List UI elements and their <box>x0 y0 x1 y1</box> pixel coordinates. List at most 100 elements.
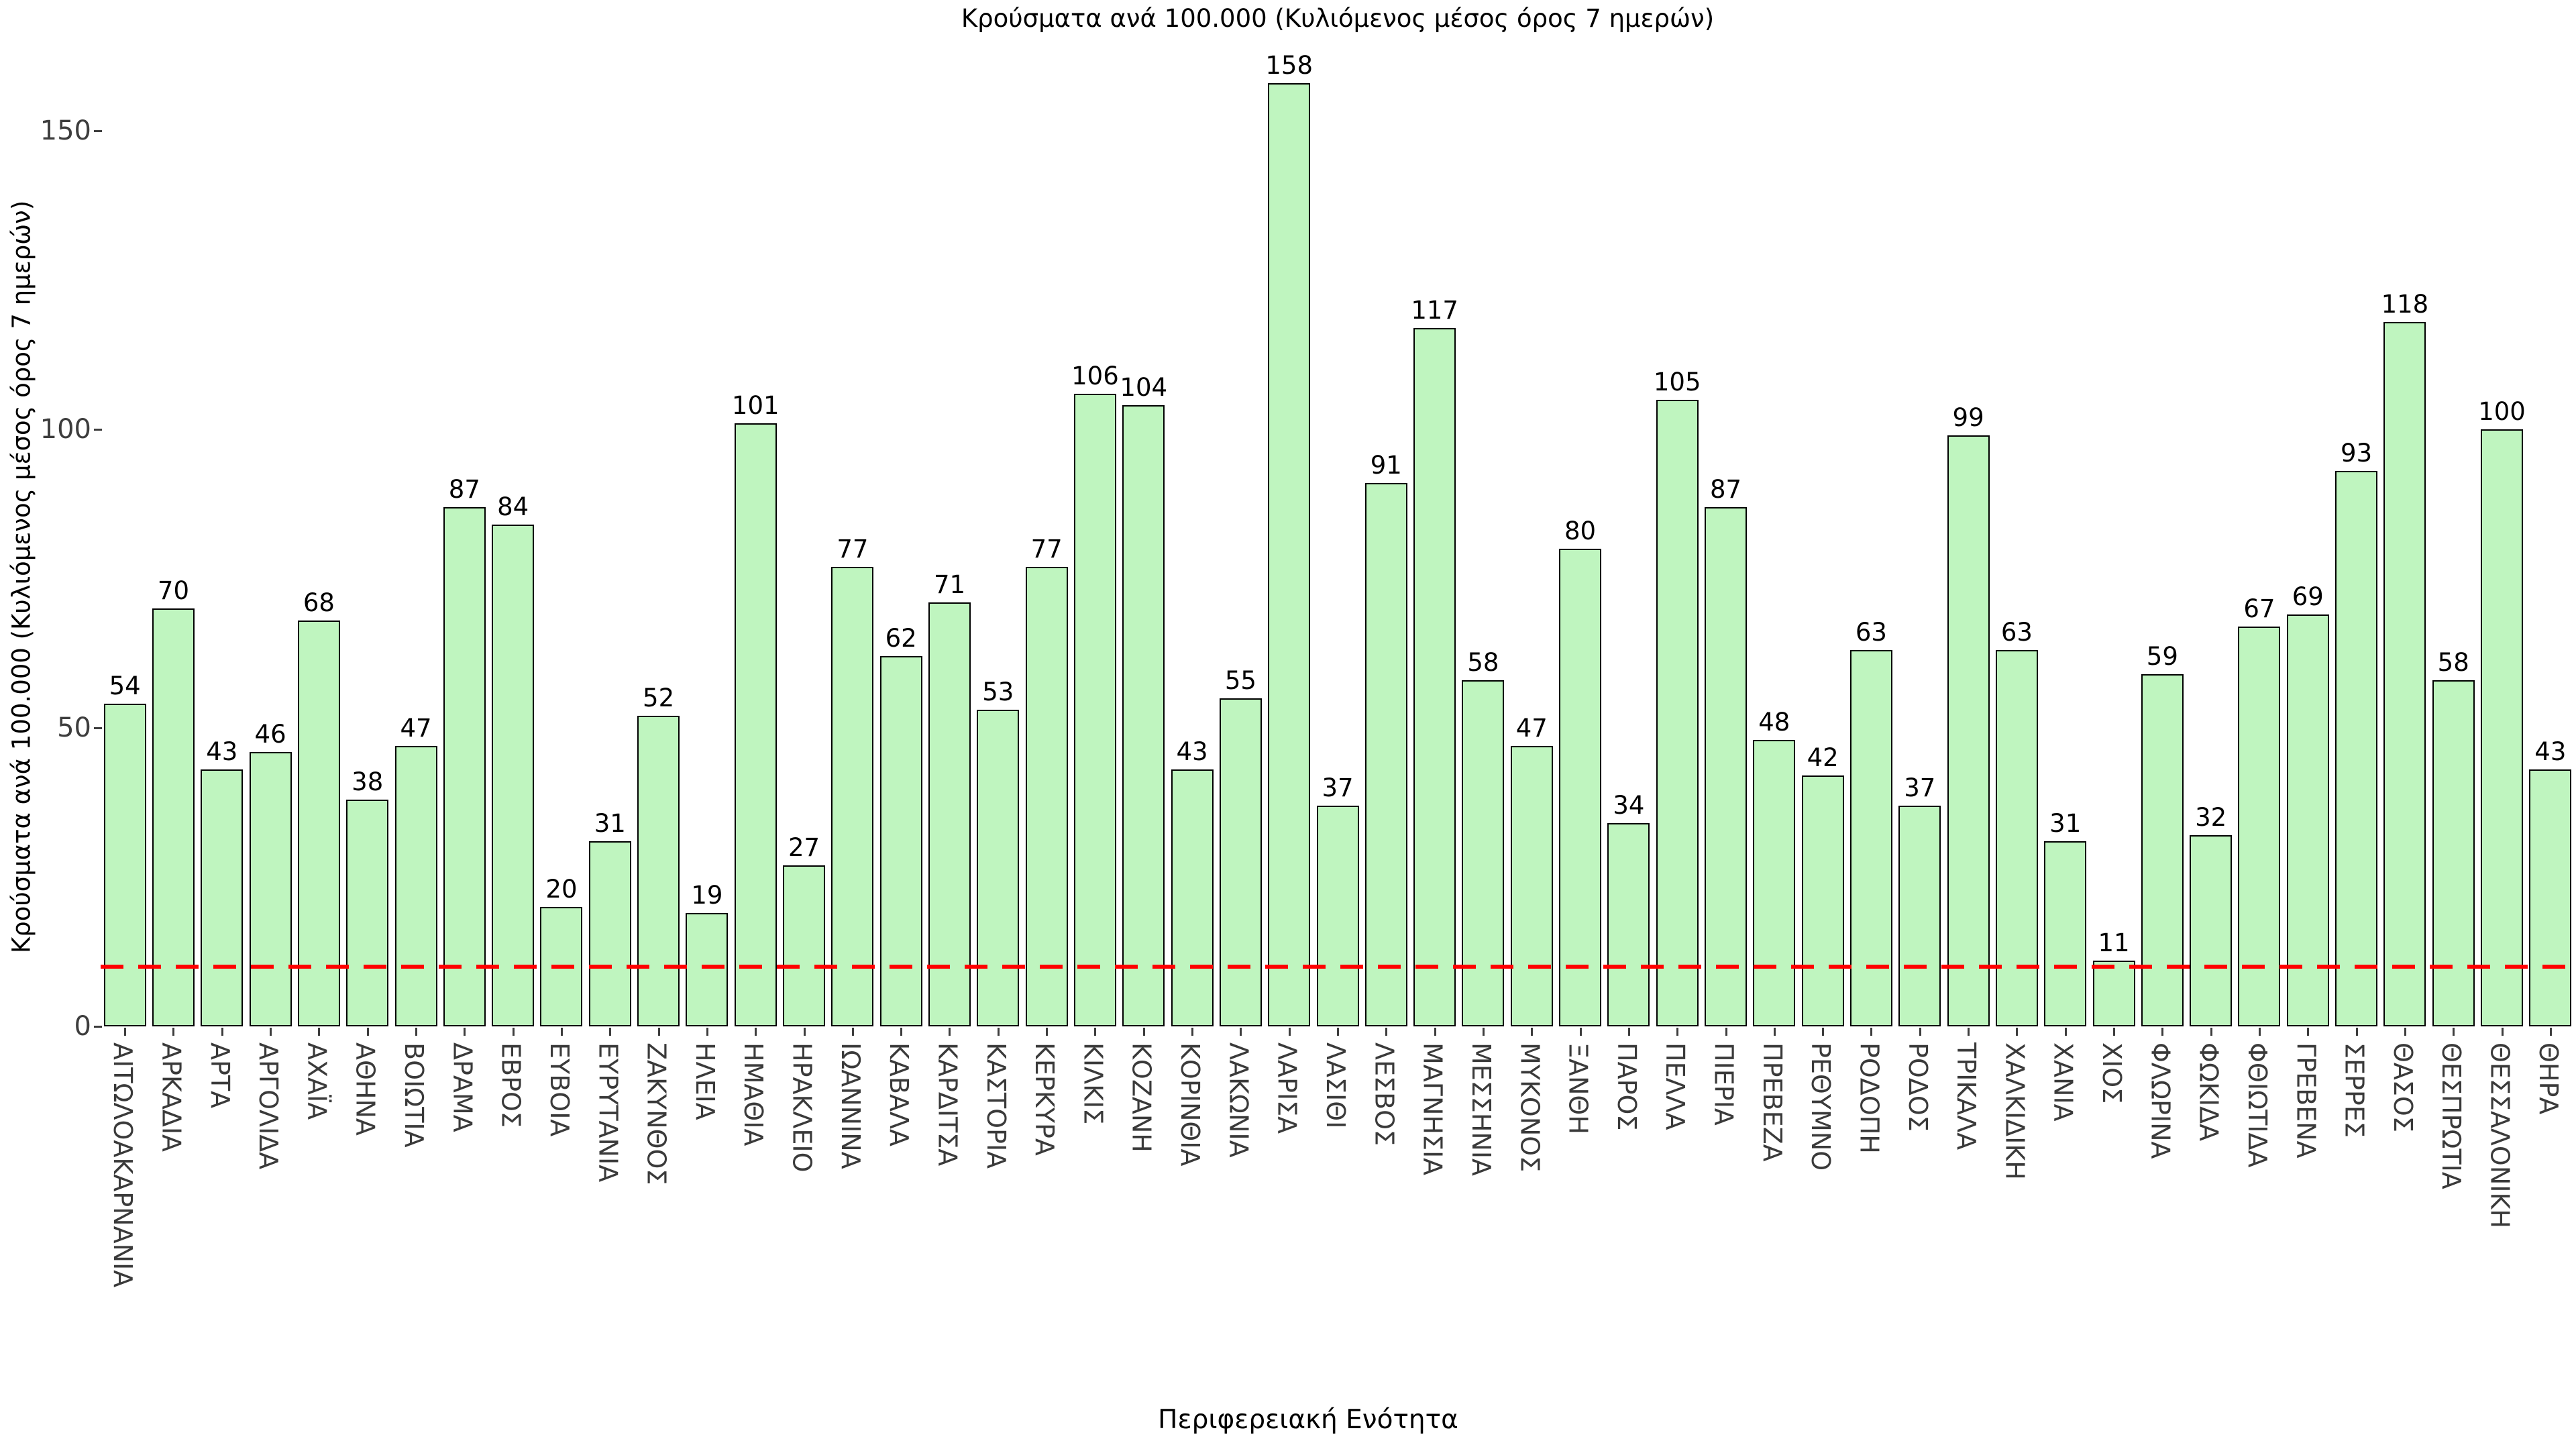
bar-value-label: 158 <box>1265 50 1313 80</box>
x-tick-label: ΑΙΤΩΛΟΑΚΑΡΝΑΝΙΑ <box>108 1042 138 1288</box>
x-tick-label: ΛΑΡΙΣΑ <box>1272 1042 1302 1134</box>
bar <box>2190 835 2233 1026</box>
x-axis-label: Περιφερειακή Ενότητα <box>1158 1405 1458 1435</box>
bar <box>1073 393 1116 1026</box>
bar <box>492 525 535 1026</box>
bar-value-label: 93 <box>2341 439 2373 468</box>
x-tick-mark <box>1046 1028 1049 1036</box>
x-tick-mark <box>464 1028 466 1036</box>
x-tick-mark <box>2210 1028 2212 1036</box>
x-tick-mark <box>2307 1028 2310 1036</box>
x-tick-label: ΠΑΡΟΣ <box>1611 1042 1642 1131</box>
bar <box>879 656 922 1026</box>
x-tick-mark <box>755 1028 757 1036</box>
x-tick-label: ΑΡΤΑ <box>205 1042 235 1109</box>
bar <box>2238 626 2281 1026</box>
bar <box>152 608 195 1026</box>
bar-value-label: 101 <box>731 391 780 421</box>
bar <box>1849 650 1892 1026</box>
bar-value-label: 91 <box>1370 451 1402 480</box>
bar-value-label: 32 <box>2195 803 2227 833</box>
bar-value-label: 58 <box>1467 647 1499 677</box>
bar-value-label: 68 <box>303 588 335 617</box>
bar-value-label: 47 <box>400 713 432 743</box>
bar-value-label: 104 <box>1120 373 1168 402</box>
bar <box>1316 805 1359 1026</box>
bar-value-label: 43 <box>206 737 238 767</box>
y-axis-label: Κρούσματα ανά 100.000 (Κυλιόμενος μέσος … <box>7 200 36 954</box>
x-tick-label: ΘΕΣΠΡΩΤΙΑ <box>2436 1042 2467 1189</box>
bar-value-label: 62 <box>885 624 917 653</box>
y-tick-label: 100 <box>40 414 91 445</box>
x-tick-mark <box>366 1028 369 1036</box>
bar <box>2092 961 2135 1026</box>
x-tick-mark <box>1531 1028 1534 1036</box>
bar <box>1510 745 1553 1026</box>
bar <box>1025 566 1068 1026</box>
x-tick-label: ΧΑΛΚΙΔΙΚΗ <box>2000 1042 2030 1180</box>
bar <box>1364 483 1407 1026</box>
x-tick-label: ΤΡΙΚΑΛΑ <box>1951 1042 1982 1150</box>
bar-value-label: 54 <box>109 672 141 701</box>
x-tick-mark <box>415 1028 418 1036</box>
x-tick-mark <box>1676 1028 1679 1036</box>
bar <box>686 912 729 1026</box>
bar <box>2044 841 2087 1026</box>
y-tick-label: 50 <box>57 712 91 743</box>
x-tick-label: ΚΑΒΑΛΑ <box>884 1042 914 1146</box>
x-tick-label: ΜΥΚΟΝΟΣ <box>1515 1042 1545 1173</box>
bar-value-label: 67 <box>2243 594 2275 623</box>
x-tick-mark <box>1385 1028 1388 1036</box>
x-tick-label: ΡΟΔΟΠΗ <box>1854 1042 1884 1154</box>
bar <box>1995 650 2038 1026</box>
reference-line <box>101 965 2576 969</box>
bar-value-label: 58 <box>2437 647 2469 677</box>
bar <box>1753 739 1796 1026</box>
x-tick-mark <box>1725 1028 1727 1036</box>
x-tick-label: ΓΡΕΒΕΝΑ <box>2291 1042 2321 1159</box>
x-tick-label: ΣΕΡΡΕΣ <box>2339 1042 2369 1138</box>
x-tick-mark <box>2501 1028 2504 1036</box>
bar-value-label: 53 <box>982 678 1014 707</box>
bar <box>2141 674 2184 1026</box>
x-tick-label: ΗΛΕΙΑ <box>690 1042 720 1120</box>
bar <box>734 423 777 1026</box>
x-tick-label: ΛΑΣΙΘΙ <box>1321 1042 1350 1129</box>
bar-value-label: 71 <box>933 570 966 600</box>
bar <box>249 751 292 1026</box>
x-tick-label: ΛΑΚΩΝΙΑ <box>1224 1042 1254 1158</box>
x-tick-label: ΗΜΑΘΙΑ <box>739 1042 769 1146</box>
x-tick-label: ΧΑΝΙΑ <box>2048 1042 2078 1122</box>
x-tick-label: ΚΑΡΔΙΤΣΑ <box>932 1042 963 1167</box>
x-tick-mark <box>172 1028 175 1036</box>
x-tick-mark <box>2404 1028 2406 1036</box>
x-tick-label: ΖΑΚΥΝΘΟΣ <box>641 1042 672 1185</box>
bar <box>588 841 631 1026</box>
x-tick-mark <box>1919 1028 1921 1036</box>
bar-value-label: 52 <box>643 684 675 713</box>
x-tick-label: ΡΟΔΟΣ <box>1902 1042 1933 1132</box>
bar <box>1898 805 1941 1026</box>
y-tick-label: 150 <box>40 115 91 146</box>
bar-value-label: 63 <box>2000 618 2033 647</box>
x-tick-mark <box>1434 1028 1436 1036</box>
bar <box>2432 680 2475 1026</box>
x-tick-mark <box>949 1028 951 1036</box>
bar-value-label: 48 <box>1758 707 1790 737</box>
bar <box>928 602 971 1026</box>
bar-value-label: 77 <box>837 534 869 564</box>
bar-value-label: 99 <box>1952 402 1984 432</box>
x-tick-mark <box>221 1028 223 1036</box>
bar-value-label: 11 <box>2098 928 2130 958</box>
x-tick-mark <box>270 1028 272 1036</box>
x-tick-label: ΠΡΕΒΕΖΑ <box>1757 1042 1787 1162</box>
bar <box>103 704 146 1026</box>
x-tick-mark <box>1773 1028 1776 1036</box>
x-tick-mark <box>997 1028 1000 1036</box>
x-tick-label: ΔΡΑΜΑ <box>447 1042 478 1132</box>
bar <box>1219 698 1262 1026</box>
bar <box>1801 775 1844 1026</box>
bar-value-label: 38 <box>352 767 384 796</box>
x-tick-mark <box>560 1028 563 1036</box>
x-tick-mark <box>1822 1028 1825 1036</box>
